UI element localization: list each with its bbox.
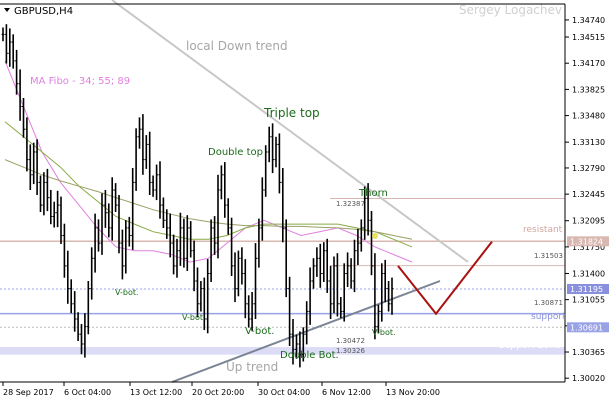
- y-tick-label: 1.30365: [572, 348, 605, 357]
- level-value-5: 1.30326: [336, 347, 365, 355]
- double-top-label: Double top: [208, 147, 263, 158]
- symbol-title: GBPUSD,H4: [14, 6, 73, 17]
- level-value-3: 1.30871: [534, 299, 563, 307]
- price-label-text: 1.30691: [570, 323, 603, 332]
- v-bot-label-4: V-bot.: [372, 328, 396, 337]
- x-tick-label: 20 Oct 20:00: [192, 388, 244, 397]
- ma-55-line: [4, 121, 413, 248]
- x-tick-label: 13 Nov 20:00: [386, 388, 440, 397]
- y-tick-label: 1.32790: [572, 164, 605, 173]
- x-tick-label: 28 Sep 2017: [3, 388, 54, 397]
- forecast-path: [397, 240, 493, 316]
- time-axis: 28 Sep 2017 6 Oct 04:00 13 Oct 12:00 20 Oct…: [2, 382, 440, 397]
- price-label-text: 1.31824: [570, 237, 603, 246]
- v-bot-label-1: V-bot.: [115, 288, 139, 297]
- thorn-label: Thorn: [358, 188, 388, 199]
- y-tick-label: 1.33480: [572, 112, 605, 121]
- x-tick-label: 6 Oct 04:00: [64, 388, 111, 397]
- down-trend-line: [111, 0, 469, 263]
- support-zone-band: [0, 347, 565, 355]
- v-bot-label-2: V-bot: [182, 313, 203, 322]
- y-tick-label: 1.31750: [572, 243, 605, 252]
- level-value-4: 1.30472: [336, 337, 365, 345]
- y-tick-label: 1.34515: [572, 33, 605, 42]
- y-tick-label: 1.33130: [572, 138, 605, 147]
- resistant-label: resistant: [523, 225, 563, 235]
- price-label-box: [567, 322, 609, 333]
- price-label-box: [567, 236, 609, 247]
- x-tick-label: 6 Nov 12:00: [322, 388, 371, 397]
- moving-averages: [4, 60, 413, 263]
- ma-34-line: [4, 60, 413, 263]
- indicator-label: MA Fibo - 34; 55; 89: [30, 76, 130, 87]
- y-tick-label: 1.30020: [572, 374, 605, 383]
- thorn-marker: [372, 233, 378, 239]
- level-value-2: 1.31503: [534, 252, 563, 260]
- price-labels: 1.31824 1.31195 1.30691: [567, 236, 609, 333]
- symbol-dropdown-icon[interactable]: [4, 8, 10, 12]
- y-tick-label: 1.31400: [572, 270, 605, 279]
- support-label: support: [531, 312, 566, 322]
- price-label-text: 1.31195: [570, 285, 603, 294]
- support-zone-label: Support Zone: [499, 341, 561, 351]
- price-bars: [1, 24, 394, 368]
- ma-89-line: [4, 159, 413, 240]
- triple-top-label: Triple top: [263, 106, 320, 120]
- y-tick-label: 1.31055: [572, 296, 605, 305]
- level-value-1: 1.32387: [336, 200, 365, 208]
- author-watermark: Sergey Logachev: [459, 3, 562, 17]
- y-tick-label: 1.34170: [572, 59, 605, 68]
- up-trend-label: Up trend: [226, 360, 278, 374]
- x-tick-label: 30 Oct 04:00: [258, 388, 310, 397]
- y-tick-label: 1.34740: [572, 16, 605, 25]
- double-bot-label: Double Bot.: [280, 350, 339, 361]
- y-tick-label: 1.32445: [572, 190, 605, 199]
- v-bot-label-3: V-bot.: [245, 326, 274, 337]
- price-label-box: [567, 284, 609, 294]
- down-trend-label: local Down trend: [186, 39, 288, 53]
- x-tick-label: 13 Oct 12:00: [130, 388, 182, 397]
- price-axis: 1.300201.303651.307101.310551.314001.317…: [565, 16, 605, 383]
- y-tick-label: 1.33825: [572, 85, 605, 94]
- y-tick-label: 1.32095: [572, 217, 605, 226]
